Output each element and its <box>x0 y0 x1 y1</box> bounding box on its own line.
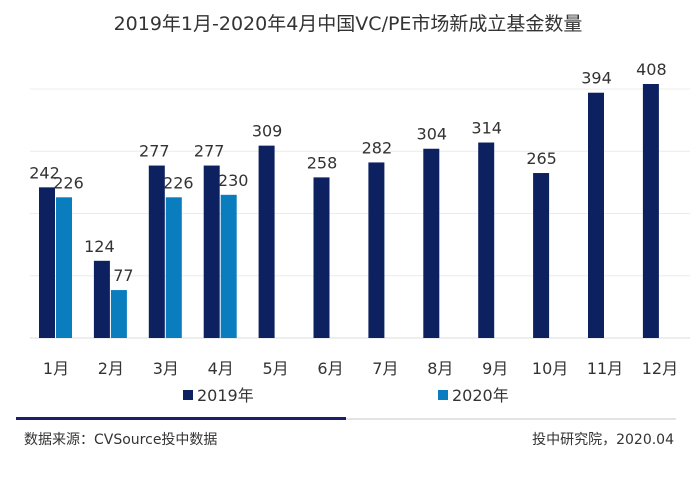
bar-2020年-4月 <box>220 194 237 338</box>
bar-2019年-11月 <box>588 92 604 338</box>
data-label: 226 <box>163 173 194 192</box>
data-label: 226 <box>53 173 84 192</box>
legend-swatch-2020年 <box>438 390 448 400</box>
x-tick-label: 6月 <box>317 359 343 378</box>
legend-swatch-2019年 <box>183 390 193 400</box>
data-label: 242 <box>29 163 60 182</box>
bar-2019年-8月 <box>423 148 440 338</box>
data-label: 277 <box>194 142 225 161</box>
data-label: 394 <box>581 69 612 88</box>
x-tick-label: 5月 <box>263 359 289 378</box>
x-tick-label: 10月 <box>532 359 568 378</box>
data-label: 77 <box>113 266 133 285</box>
bar-2020年-1月 <box>56 197 72 338</box>
bar-2020年-2月 <box>110 290 127 338</box>
bar-2019年-4月 <box>203 165 220 338</box>
bar-2019年-1月 <box>39 187 55 338</box>
bar-2019年-2月 <box>93 260 110 338</box>
bar-2019年-12月 <box>642 84 659 338</box>
x-tick-label: 11月 <box>587 359 623 378</box>
bar-2020年-3月 <box>165 197 182 338</box>
bar-2019年-3月 <box>148 165 165 338</box>
data-label: 230 <box>218 171 249 190</box>
data-label: 124 <box>84 237 115 256</box>
x-tick-label: 7月 <box>372 359 398 378</box>
x-tick-label: 3月 <box>153 359 179 378</box>
legend-label: 2019年 <box>197 386 254 405</box>
x-tick-label: 8月 <box>427 359 453 378</box>
data-label: 309 <box>252 122 283 141</box>
x-tick-label: 9月 <box>482 359 508 378</box>
bar-2019年-5月 <box>258 145 275 338</box>
x-tick-label: 1月 <box>43 359 69 378</box>
footer-divider-dark <box>16 417 346 420</box>
credit-note: 投中研究院，2020.04 <box>532 432 674 448</box>
bar-2019年-6月 <box>313 177 330 338</box>
data-label: 314 <box>471 119 502 138</box>
bar-2019年-9月 <box>478 142 495 338</box>
source-note: 数据来源：CVSource投中数据 <box>24 432 217 448</box>
chart-title: 2019年1月-2020年4月中国VC/PE市场新成立基金数量 <box>114 13 583 35</box>
data-label: 265 <box>526 149 557 168</box>
legend-label: 2020年 <box>452 386 509 405</box>
x-tick-label: 12月 <box>642 359 678 378</box>
data-label: 408 <box>636 60 667 79</box>
data-label: 258 <box>307 153 338 172</box>
x-tick-label: 4月 <box>208 359 234 378</box>
data-label: 304 <box>417 125 448 144</box>
bar-2019年-10月 <box>533 173 550 338</box>
bar-2019年-7月 <box>368 162 385 338</box>
data-label: 282 <box>362 138 393 157</box>
footer-divider-light <box>346 418 676 420</box>
x-tick-label: 2月 <box>98 359 124 378</box>
data-label: 277 <box>139 142 170 161</box>
